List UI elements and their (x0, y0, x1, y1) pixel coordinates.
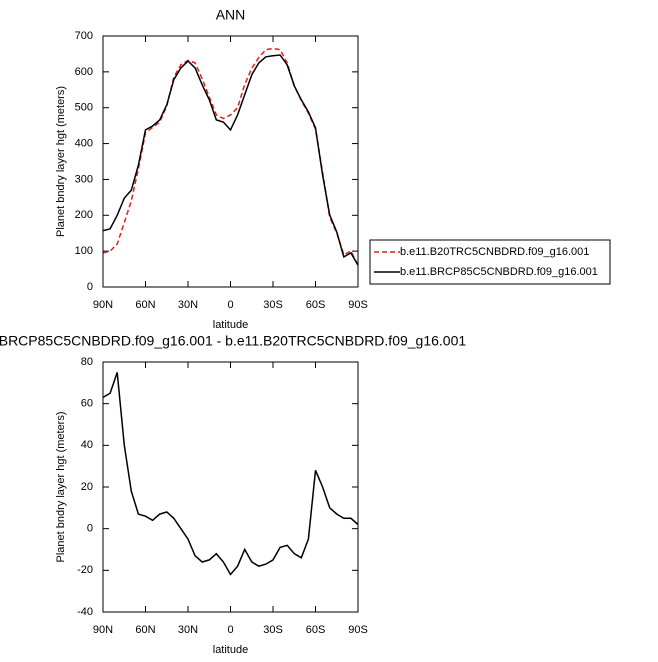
x-axis-label: latitude (213, 644, 248, 656)
chart-title: ANN (216, 7, 246, 23)
x-tick-label: 30S (263, 299, 283, 311)
y-tick-label: 80 (81, 356, 93, 368)
x-axis-label: latitude (213, 319, 248, 331)
legend-label: b.e11.BRCP85C5CNBDRD.f09_g16.001 (400, 266, 598, 278)
x-tick-label: 90N (93, 624, 113, 636)
legend-label: b.e11.B20TRC5CNBDRD.f09_g16.001 (400, 246, 589, 258)
chart-title: .BRCP85C5CNBDRD.f09_g16.001 - b.e11.B20T… (0, 333, 466, 349)
y-tick-label: 60 (81, 398, 93, 410)
x-tick-label: 0 (227, 299, 233, 311)
x-tick-label: 30N (178, 299, 198, 311)
y-tick-label: 100 (75, 245, 93, 257)
y-tick-label: 300 (75, 173, 93, 185)
y-tick-label: -40 (77, 606, 93, 618)
x-tick-label: 90S (348, 299, 368, 311)
y-tick-label: 20 (81, 481, 93, 493)
y-tick-label: 700 (75, 30, 93, 42)
x-tick-label: 60S (306, 624, 326, 636)
y-tick-label: 200 (75, 209, 93, 221)
y-axis-label: Planet bndry layer hgt (meters) (55, 411, 67, 562)
y-axis-label: Planet bndry layer hgt (meters) (55, 86, 67, 237)
y-tick-label: -20 (77, 564, 93, 576)
series-line (102, 54, 359, 266)
x-tick-label: 60N (135, 299, 155, 311)
x-tick-label: 90N (93, 299, 113, 311)
y-tick-label: 0 (87, 523, 93, 535)
x-tick-label: 30S (263, 624, 283, 636)
y-tick-label: 600 (75, 66, 93, 78)
x-tick-label: 60N (135, 624, 155, 636)
y-tick-label: 40 (81, 439, 93, 451)
y-tick-label: 400 (75, 137, 93, 149)
x-tick-label: 90S (348, 624, 368, 636)
x-tick-label: 0 (227, 624, 233, 636)
x-tick-label: 30N (178, 624, 198, 636)
series-line (102, 372, 359, 576)
legend-box (369, 239, 611, 285)
x-tick-label: 60S (306, 299, 326, 311)
y-tick-label: 500 (75, 102, 93, 114)
y-tick-label: 0 (87, 281, 93, 293)
plot-frame (102, 361, 359, 613)
plot-frame (102, 35, 359, 288)
